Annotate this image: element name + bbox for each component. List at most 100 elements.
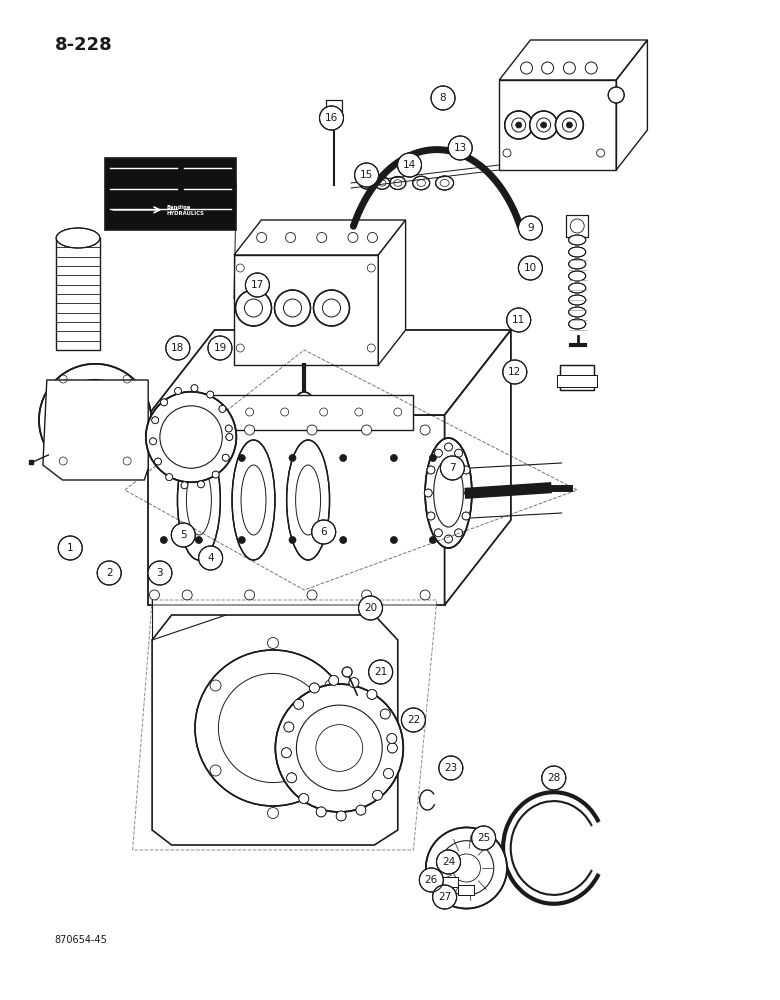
Circle shape (226, 434, 232, 440)
Bar (566, 215, 588, 237)
Circle shape (268, 638, 278, 648)
Circle shape (519, 216, 542, 240)
Circle shape (208, 336, 232, 360)
Circle shape (427, 512, 435, 520)
Text: 8-228: 8-228 (55, 36, 112, 54)
Circle shape (455, 449, 463, 457)
Circle shape (289, 454, 296, 462)
Polygon shape (148, 415, 445, 605)
Ellipse shape (56, 228, 100, 248)
Circle shape (161, 454, 167, 462)
Polygon shape (234, 220, 406, 255)
Circle shape (434, 449, 442, 457)
Text: 23: 23 (445, 763, 457, 773)
Circle shape (445, 443, 452, 451)
Circle shape (555, 111, 583, 139)
Text: 2: 2 (106, 568, 112, 578)
Circle shape (445, 535, 452, 543)
Circle shape (275, 684, 403, 812)
Circle shape (161, 399, 168, 406)
Circle shape (566, 122, 573, 128)
Circle shape (239, 536, 245, 544)
Text: 21: 21 (374, 667, 387, 677)
Circle shape (426, 827, 507, 909)
Circle shape (349, 678, 359, 688)
Circle shape (391, 536, 397, 544)
Circle shape (427, 466, 435, 474)
Circle shape (148, 561, 172, 585)
Circle shape (282, 748, 292, 758)
Circle shape (219, 405, 226, 412)
Circle shape (441, 456, 464, 480)
Circle shape (183, 425, 192, 435)
Circle shape (165, 474, 172, 481)
Circle shape (154, 458, 161, 465)
Circle shape (367, 689, 377, 699)
Text: 15: 15 (360, 170, 373, 180)
Circle shape (398, 153, 421, 177)
Circle shape (307, 590, 317, 600)
Circle shape (210, 680, 221, 691)
Circle shape (191, 385, 198, 392)
Circle shape (196, 536, 202, 544)
Circle shape (362, 425, 371, 435)
Circle shape (314, 290, 349, 326)
Circle shape (183, 590, 192, 600)
Text: 5: 5 (180, 530, 186, 540)
Circle shape (275, 290, 310, 326)
Circle shape (462, 466, 470, 474)
Circle shape (424, 489, 432, 497)
Text: 1: 1 (67, 543, 73, 553)
Ellipse shape (425, 438, 472, 548)
Circle shape (289, 536, 296, 544)
Circle shape (245, 590, 254, 600)
Circle shape (150, 438, 157, 445)
Ellipse shape (413, 176, 430, 190)
Circle shape (222, 454, 229, 461)
Circle shape (373, 790, 382, 800)
Circle shape (172, 523, 195, 547)
Ellipse shape (178, 440, 220, 560)
Circle shape (225, 425, 232, 432)
Circle shape (542, 766, 565, 790)
Circle shape (430, 536, 436, 544)
Text: Bendine
HYDRAULICS: Bendine HYDRAULICS (167, 205, 205, 216)
Ellipse shape (569, 259, 586, 269)
Bar (56, 238, 100, 350)
Ellipse shape (374, 177, 390, 189)
Bar (560, 365, 594, 390)
Circle shape (465, 489, 473, 497)
Circle shape (307, 425, 317, 435)
Bar (105, 158, 236, 230)
Circle shape (356, 805, 366, 815)
Circle shape (293, 699, 303, 709)
Circle shape (286, 773, 296, 783)
Text: 4: 4 (207, 553, 214, 563)
Circle shape (455, 529, 463, 537)
Ellipse shape (569, 271, 586, 281)
Circle shape (340, 454, 346, 462)
Circle shape (245, 425, 254, 435)
Circle shape (384, 768, 393, 778)
Circle shape (402, 708, 425, 732)
Circle shape (284, 722, 294, 732)
Text: 28: 28 (548, 773, 560, 783)
Ellipse shape (232, 440, 275, 560)
Text: 24: 24 (442, 857, 455, 867)
Polygon shape (43, 380, 148, 480)
Bar (557, 375, 597, 387)
Circle shape (448, 136, 472, 160)
Ellipse shape (569, 235, 586, 245)
Circle shape (39, 364, 151, 476)
Circle shape (196, 454, 202, 462)
Circle shape (359, 596, 382, 620)
Circle shape (503, 360, 526, 384)
Bar (459, 885, 474, 895)
Polygon shape (234, 255, 378, 365)
Polygon shape (148, 330, 511, 415)
Polygon shape (445, 330, 511, 605)
Ellipse shape (569, 283, 586, 293)
Circle shape (505, 111, 533, 139)
Circle shape (239, 454, 245, 462)
Circle shape (325, 680, 336, 691)
